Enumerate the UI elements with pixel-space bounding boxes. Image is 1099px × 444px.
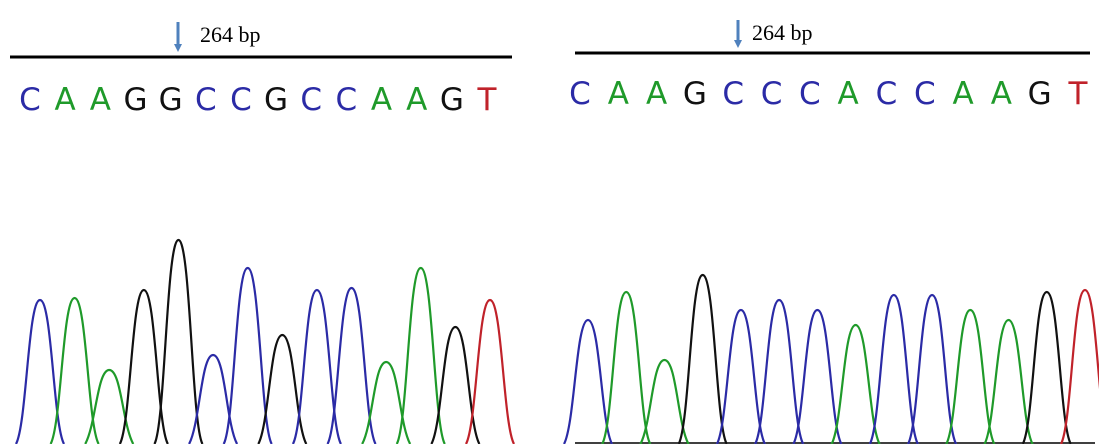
base-letter: A [608,76,629,112]
position-label: 264 bp [752,20,813,45]
base-letter: A [371,82,392,118]
base-letter: C [300,82,322,118]
base-letter: A [991,76,1012,112]
base-letter: G [264,82,288,118]
base-letter: T [477,82,498,118]
base-letter: G [123,82,147,118]
position-label: 264 bp [200,22,261,47]
base-letter: G [440,82,464,118]
base-letter: A [55,82,76,118]
base-letter: A [406,82,427,118]
base-letter: G [159,82,183,118]
base-letter: C [336,82,358,118]
base-letter: G [683,76,707,112]
base-letter: A [90,82,111,118]
chromatogram-figure: 264 bp 264 bp CAAGGCCGCCAAGTCAAGCCCACCAA… [0,0,1099,444]
base-letter: C [761,76,783,112]
base-letter: G [1028,76,1052,112]
base-letter: C [230,82,252,118]
base-letter: A [838,76,859,112]
base-letter: T [1068,76,1089,112]
base-letter: C [914,76,936,112]
base-letter: C [876,76,898,112]
page: 264 bp 264 bp CAAGGCCGCCAAGTCAAGCCCACCAA… [0,0,1099,444]
base-letter: C [19,82,41,118]
base-letter: C [722,76,744,112]
base-letter: A [646,76,667,112]
background [0,0,1099,444]
base-letter: C [799,76,821,112]
base-letter: C [195,82,217,118]
base-letter: C [569,76,591,112]
base-letter: A [952,76,973,112]
